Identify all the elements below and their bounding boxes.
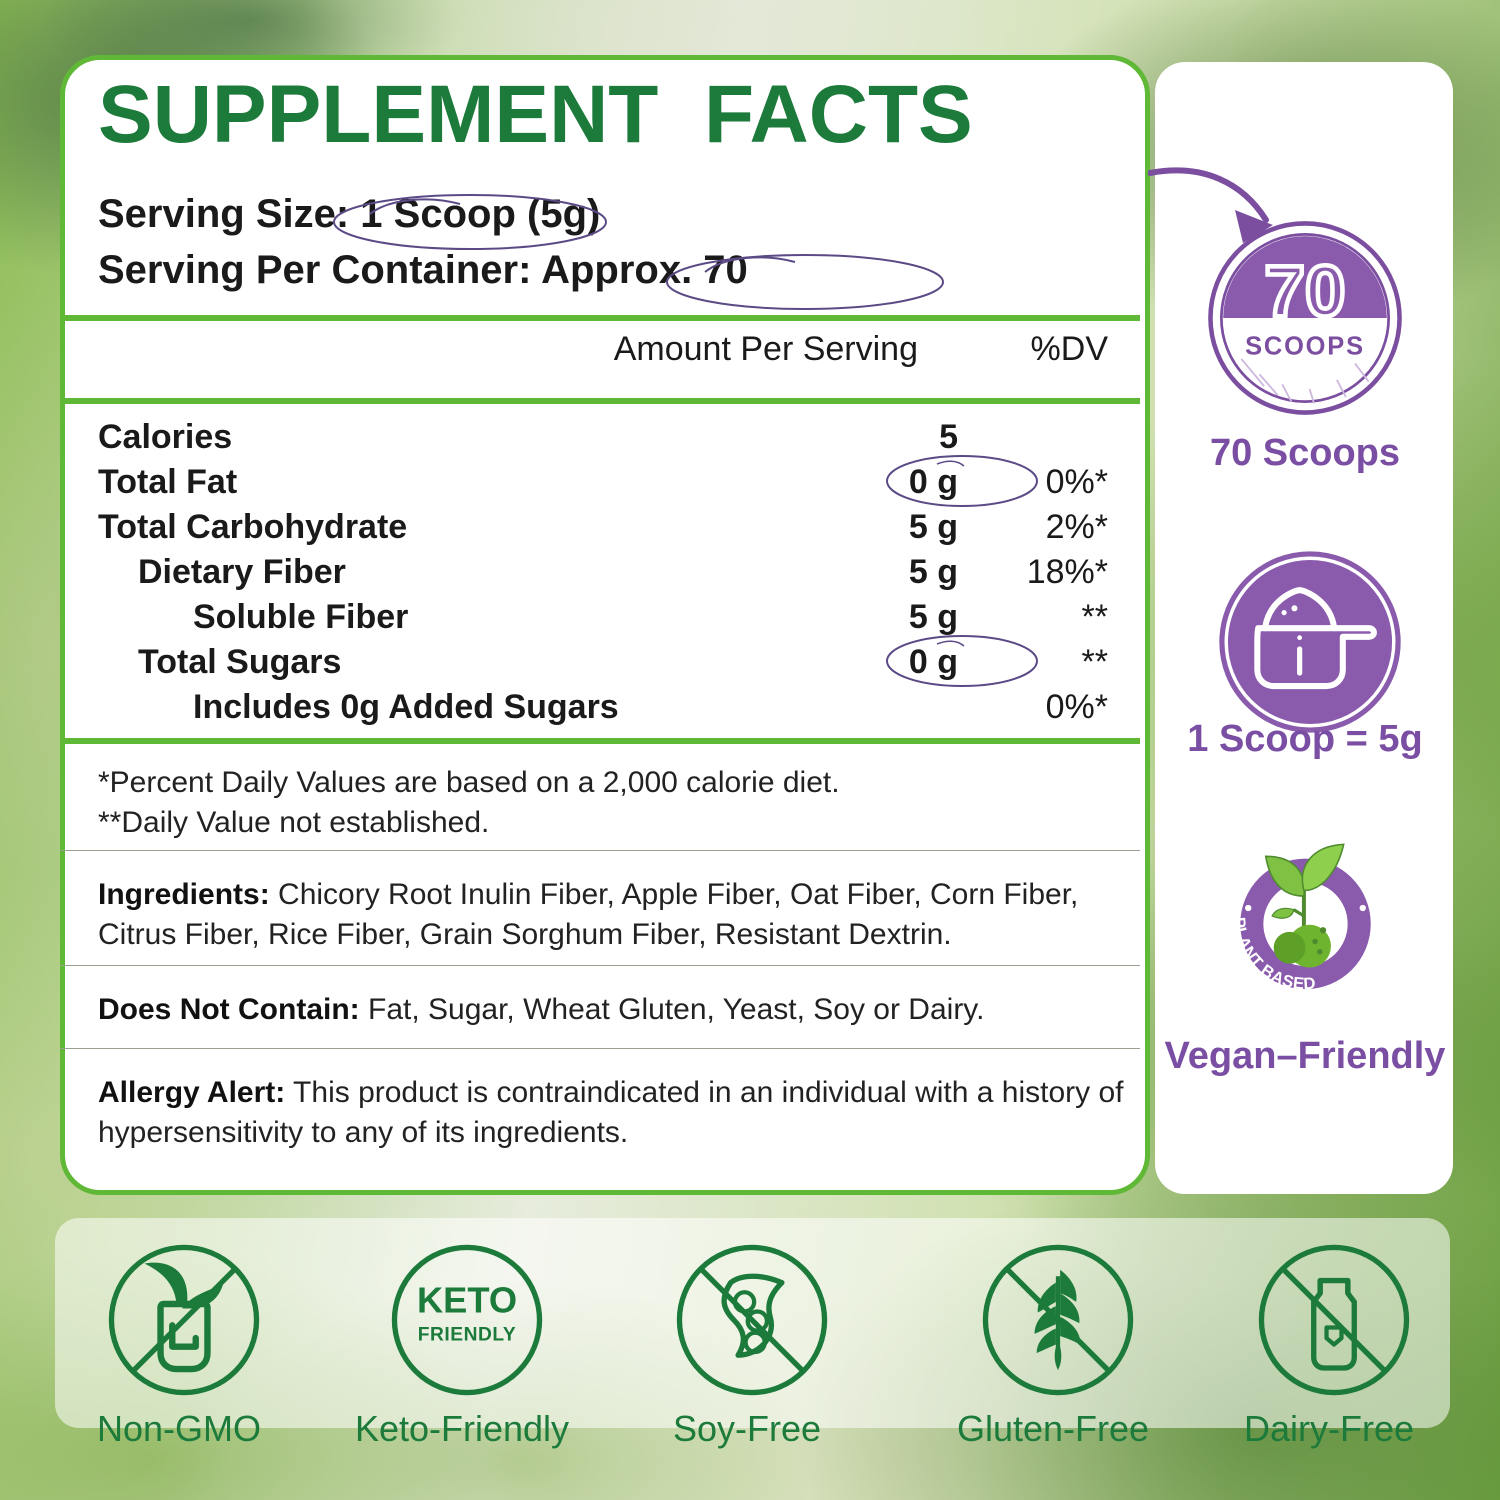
svg-text:FRIENDLY: FRIENDLY [418, 1324, 516, 1345]
svg-text:70: 70 [1265, 251, 1346, 332]
svg-text:KETO: KETO [417, 1280, 517, 1321]
svg-text:SCOOPS: SCOOPS [1245, 332, 1365, 360]
